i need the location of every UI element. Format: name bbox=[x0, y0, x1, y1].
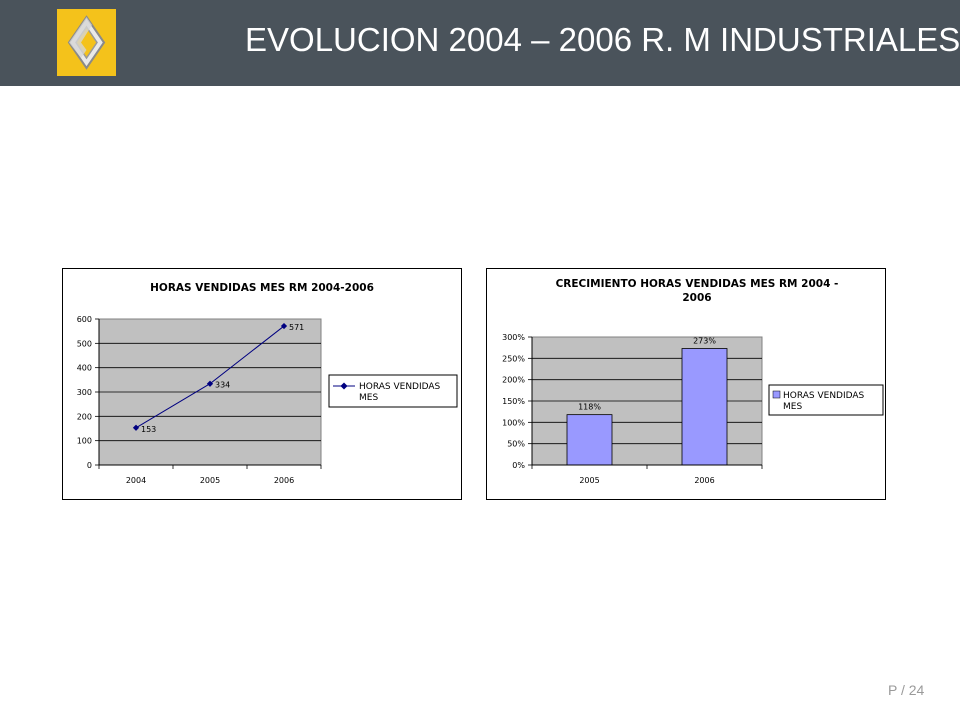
legend: HORAS VENDIDAS MES bbox=[768, 384, 884, 416]
renault-logo bbox=[57, 9, 116, 76]
x-tick-label: 2006 bbox=[694, 476, 714, 485]
y-tick-label: 300% bbox=[502, 333, 525, 342]
data-label: 118% bbox=[578, 403, 601, 412]
data-label: 273% bbox=[693, 337, 716, 346]
header-bar: EVOLUCION 2004 – 2006 R. M INDUSTRIALES bbox=[0, 0, 960, 86]
y-tick-label: 400 bbox=[77, 364, 92, 373]
data-point bbox=[280, 322, 288, 330]
bar-chart-crecimiento: CRECIMIENTO HORAS VENDIDAS MES RM 2004 -… bbox=[486, 268, 886, 500]
legend-label: HORAS VENDIDAS MES bbox=[359, 382, 441, 403]
legend: HORAS VENDIDAS MES bbox=[328, 374, 458, 408]
data-label: 334 bbox=[215, 381, 230, 390]
y-tick-label: 0% bbox=[512, 461, 525, 470]
page-title: EVOLUCION 2004 – 2006 R. M INDUSTRIALES bbox=[245, 21, 960, 58]
y-tick-label: 200 bbox=[77, 412, 92, 421]
chart-title: CRECIMIENTO HORAS VENDIDAS MES RM 2004 -… bbox=[556, 278, 839, 304]
y-tick-label: 300 bbox=[77, 388, 92, 397]
x-tick-label: 2006 bbox=[274, 476, 294, 485]
y-tick-label: 250% bbox=[502, 354, 525, 363]
y-tick-label: 50% bbox=[507, 440, 525, 449]
legend-swatch bbox=[772, 390, 781, 399]
data-label: 571 bbox=[289, 323, 304, 332]
bar bbox=[566, 414, 613, 466]
y-tick-label: 200% bbox=[502, 376, 525, 385]
legend-label: HORAS VENDIDAS MES bbox=[783, 391, 865, 412]
x-tick-label: 2005 bbox=[200, 476, 220, 485]
y-tick-label: 150% bbox=[502, 397, 525, 406]
x-tick-label: 2005 bbox=[579, 476, 599, 485]
y-tick-label: 500 bbox=[77, 339, 92, 348]
y-tick-label: 0 bbox=[87, 461, 92, 470]
data-label: 153 bbox=[141, 425, 156, 434]
y-tick-label: 100 bbox=[77, 437, 92, 446]
y-tick-label: 600 bbox=[77, 315, 92, 324]
legend-point-marker bbox=[340, 382, 348, 390]
page-number: P / 24 bbox=[888, 682, 925, 698]
bar bbox=[681, 348, 728, 466]
chart-title: HORAS VENDIDAS MES RM 2004-2006 bbox=[150, 282, 374, 294]
line-chart-horas-vendidas: HORAS VENDIDAS MES RM 2004-2006 0 100 200 3… bbox=[62, 268, 462, 500]
x-tick-label: 2004 bbox=[126, 476, 146, 485]
y-tick-label: 100% bbox=[502, 418, 525, 427]
